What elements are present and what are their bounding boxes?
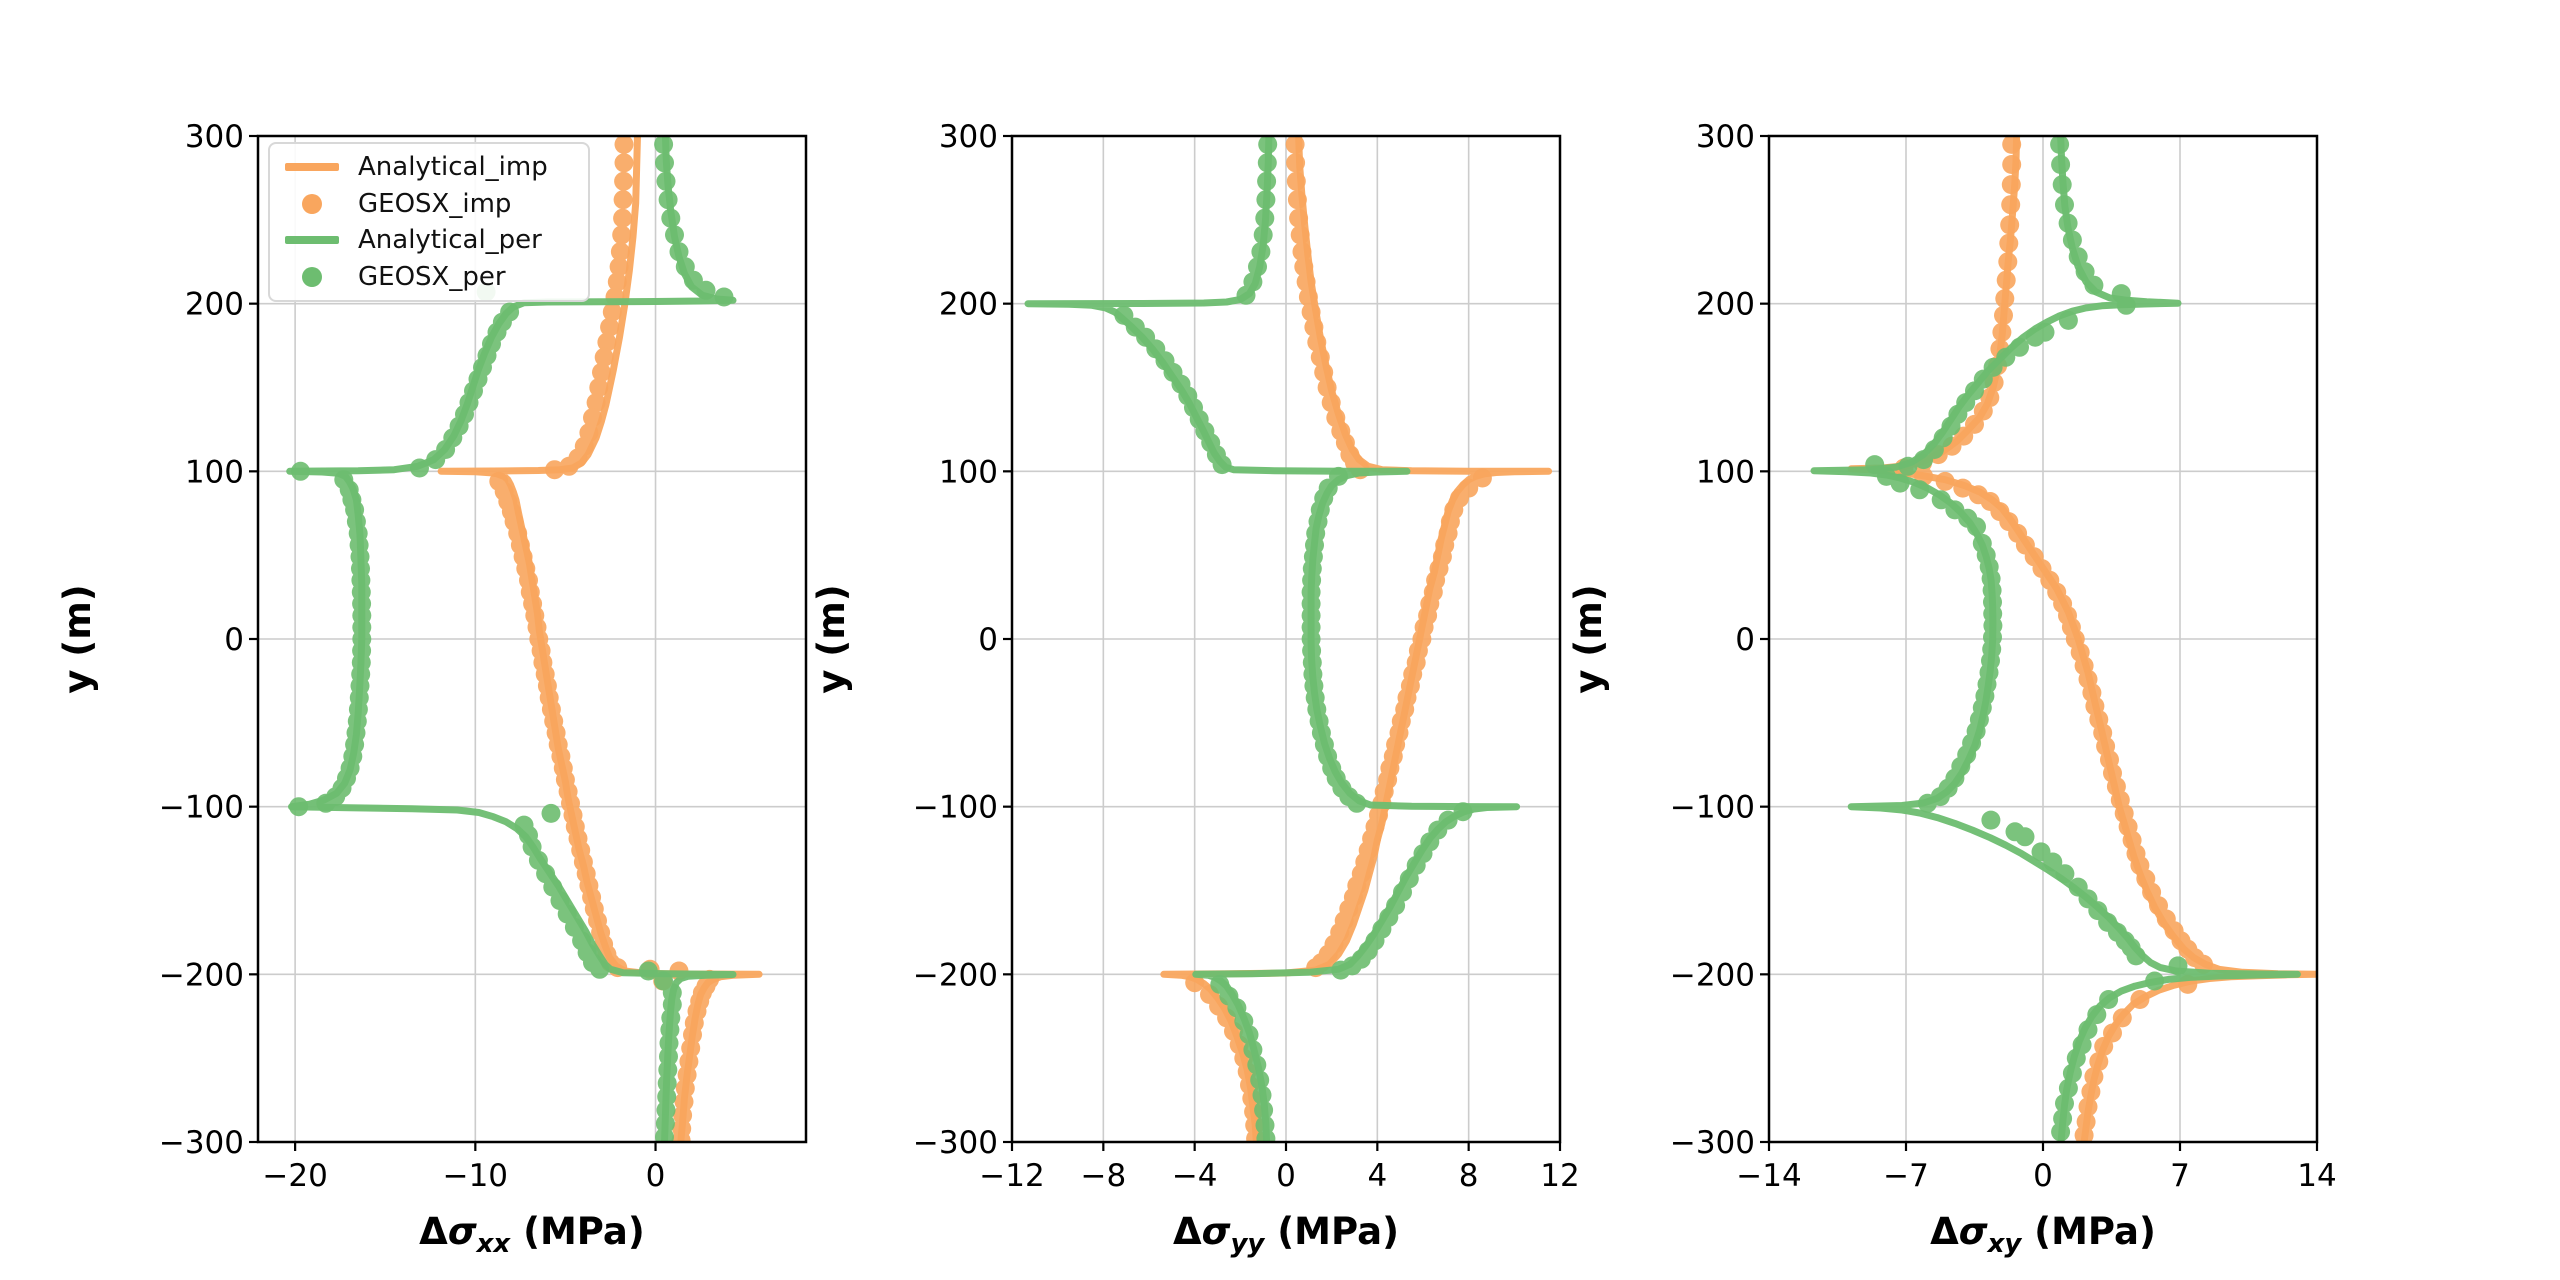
x-axis-label: Δσyy (MPa) — [1173, 1210, 1399, 1259]
series-scatter-GEOSX_imp — [1894, 136, 2213, 1142]
legend-item-analytical-imp: Analytical_imp — [280, 149, 578, 185]
y-tick-label: 200 — [939, 287, 998, 323]
y-tick-label: 0 — [224, 622, 244, 658]
y-tick-label: −300 — [913, 1125, 998, 1161]
y-tick-label: 0 — [978, 622, 998, 658]
y-tick-label: 100 — [185, 454, 244, 490]
subplot-2: −12 −8 −4 0 4 8 12 300 200 100 0 −100 −200 −300 Δσyy (… — [810, 119, 1580, 1259]
y-tick-label: −300 — [159, 1125, 244, 1161]
x-tick-label: 4 — [1367, 1158, 1387, 1194]
y-tick-label: 300 — [185, 119, 244, 155]
legend-label: GEOSX_imp — [358, 188, 512, 219]
y-tick-label: −200 — [913, 957, 998, 993]
legend-line-swatch-imp — [280, 162, 344, 171]
y-tick-label: −100 — [1670, 790, 1755, 826]
legend: Analytical_imp GEOSX_imp Analytical_per … — [268, 142, 590, 302]
tick-marks — [249, 134, 657, 1151]
tick-marks — [1760, 134, 2319, 1151]
series-group — [1810, 136, 2317, 1142]
legend-label: GEOSX_per — [358, 262, 506, 293]
y-tick-label: −200 — [159, 957, 244, 993]
legend-label: Analytical_imp — [358, 151, 548, 182]
legend-dot-swatch-per — [280, 267, 344, 288]
legend-item-geosx-imp: GEOSX_imp — [280, 186, 578, 222]
legend-label: Analytical_per — [358, 225, 542, 256]
y-tick-label: 0 — [1735, 622, 1755, 658]
y-tick-label: 300 — [1696, 119, 1755, 155]
x-tick-label: −8 — [1080, 1158, 1126, 1194]
x-tick-label: 12 — [1540, 1158, 1579, 1194]
tick-marks — [1003, 134, 1562, 1151]
x-tick-label: −20 — [262, 1158, 327, 1194]
y-tick-label: −200 — [1670, 957, 1755, 993]
legend-line-swatch-per — [280, 236, 344, 245]
legend-item-geosx-per: GEOSX_per — [280, 259, 578, 295]
subplot-3: −14 −7 0 7 14 300 200 100 0 −100 −200 −300 Δσxy (MPa… — [1567, 119, 2337, 1259]
x-tick-label: −4 — [1172, 1158, 1218, 1194]
x-tick-label: 7 — [2170, 1158, 2190, 1194]
x-tick-label: 14 — [2297, 1158, 2336, 1194]
x-tick-label: −7 — [1883, 1158, 1929, 1194]
x-tick-label: −14 — [1736, 1158, 1801, 1194]
y-tick-label: −100 — [913, 790, 998, 826]
tick-labels: −14 −7 0 7 14 300 200 100 0 −100 −200 −300 — [1670, 119, 2337, 1194]
series-scatter-GEOSX_per — [1114, 136, 1473, 1142]
y-tick-label: −100 — [159, 790, 244, 826]
y-tick-label: 100 — [1696, 454, 1755, 490]
series-group — [1024, 136, 1553, 1142]
x-axis-label: Δσxx (MPa) — [419, 1210, 645, 1259]
y-tick-label: −300 — [1670, 1125, 1755, 1161]
tick-labels: −12 −8 −4 0 4 8 12 300 200 100 0 −100 −200 −300 — [913, 119, 1580, 1194]
x-tick-label: 0 — [646, 1158, 666, 1194]
x-tick-label: −12 — [979, 1158, 1044, 1194]
x-tick-label: 0 — [2033, 1158, 2053, 1194]
legend-item-analytical-per: Analytical_per — [280, 222, 578, 258]
y-axis-label: y (m) — [810, 584, 853, 693]
series-scatter-GEOSX_imp — [489, 136, 720, 1142]
series-scatter-GEOSX_per — [289, 136, 734, 1142]
series-scatter-GEOSX_imp — [1185, 136, 1492, 1142]
y-axis-label: y (m) — [1567, 584, 1610, 693]
y-tick-label: 300 — [939, 119, 998, 155]
x-tick-label: 8 — [1459, 1158, 1479, 1194]
y-tick-label: 200 — [1696, 287, 1755, 323]
legend-dot-swatch-imp — [280, 193, 344, 214]
x-tick-label: −10 — [443, 1158, 508, 1194]
series-scatter-GEOSX_per — [1865, 136, 2188, 1142]
x-axis-label: Δσxy (MPa) — [1930, 1210, 2156, 1259]
x-tick-label: 0 — [1276, 1158, 1296, 1194]
y-axis-label: y (m) — [56, 584, 99, 693]
y-tick-label: 200 — [185, 287, 244, 323]
y-tick-label: 100 — [939, 454, 998, 490]
series-group — [286, 136, 763, 1142]
